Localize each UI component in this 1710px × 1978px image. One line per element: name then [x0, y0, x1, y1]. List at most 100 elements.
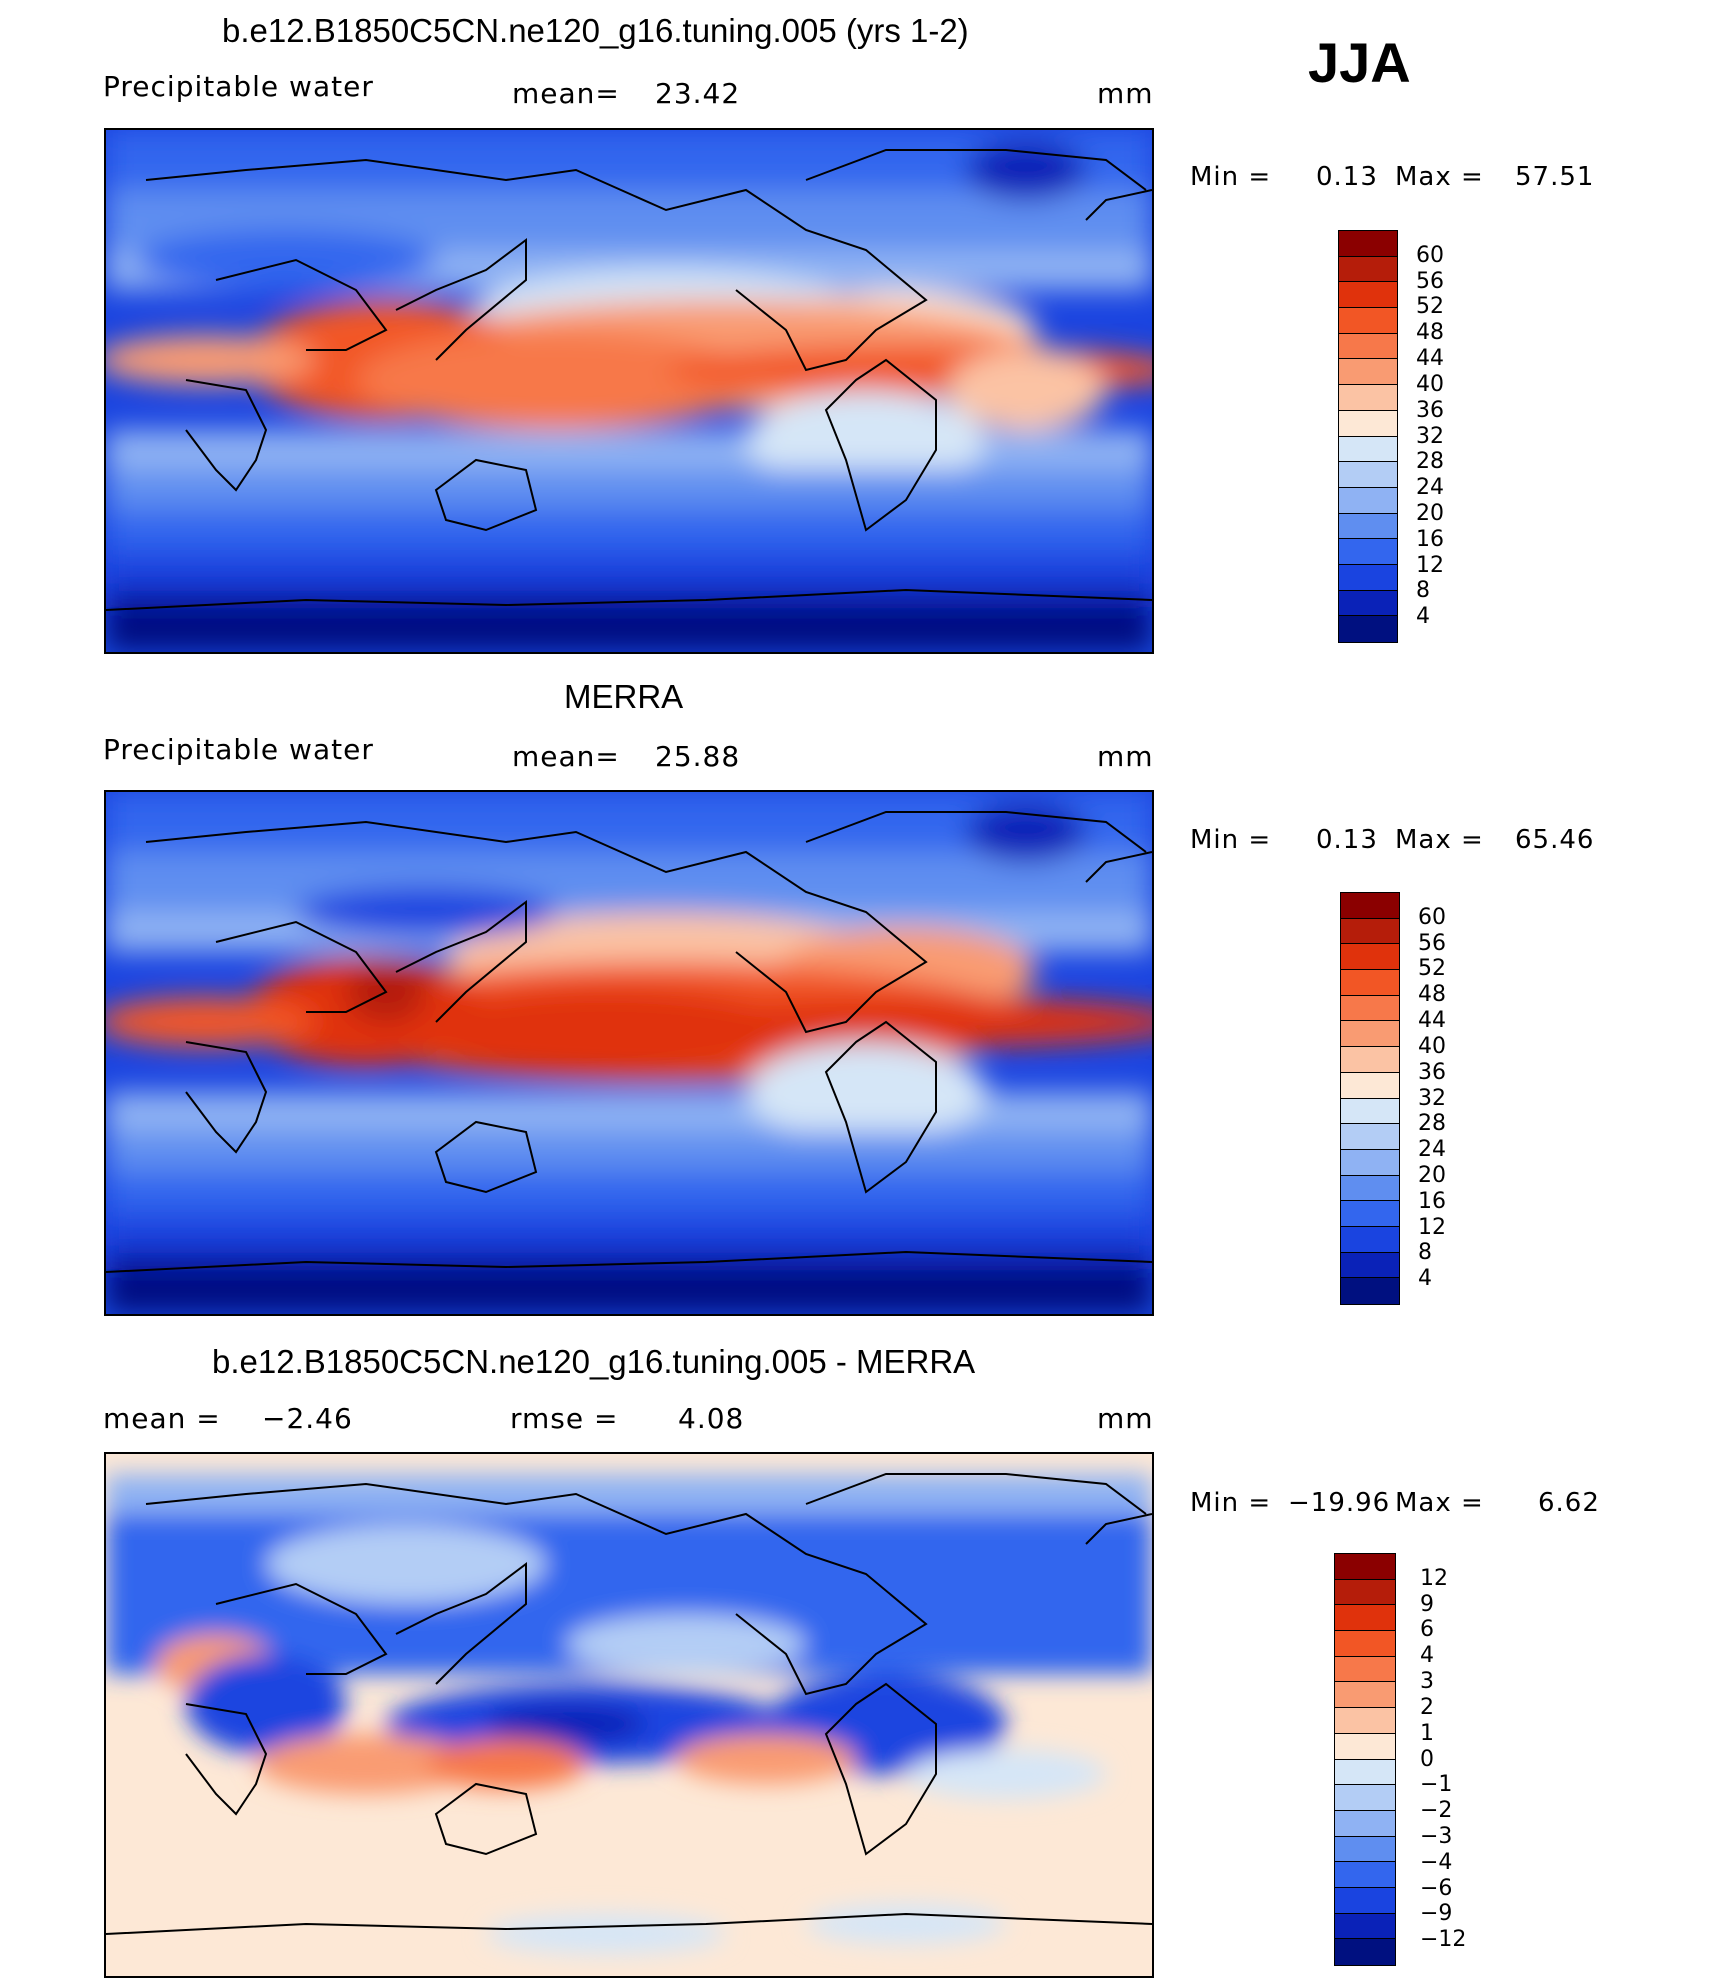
panel3-max-label: Max =	[1395, 1488, 1484, 1518]
colorbar-bin	[1341, 1201, 1399, 1227]
colorbar-tick-label: 16	[1418, 1188, 1446, 1214]
panel1-min-value: 0.13	[1316, 162, 1378, 192]
panel2-title: MERRA	[564, 678, 684, 715]
panel2-mean-value: 25.88	[655, 740, 741, 773]
panel2-coastlines	[106, 811, 1152, 1273]
colorbar-bin	[1341, 1226, 1399, 1253]
colorbar-tick-label: 52	[1416, 294, 1444, 320]
colorbar-bin	[1339, 410, 1397, 437]
panel1-map	[104, 128, 1154, 654]
panel1-mean-value: 23.42	[655, 77, 741, 110]
panel3-min-label: Min =	[1190, 1488, 1272, 1518]
colorbar-bin	[1339, 308, 1397, 334]
colorbar-bin	[1341, 1124, 1399, 1150]
colorbar-bin	[1339, 487, 1397, 514]
panel2-mean-label: mean=	[512, 740, 620, 773]
colorbar-tick-label: 48	[1416, 320, 1444, 346]
colorbar-bin	[1339, 590, 1397, 617]
colorbar-bin	[1335, 1810, 1395, 1837]
colorbar-bin	[1341, 1021, 1399, 1048]
panel3-mean-label: mean =	[103, 1402, 221, 1435]
panel3-rmse-label: rmse =	[510, 1402, 619, 1435]
colorbar-bin	[1339, 231, 1397, 257]
panel3-max-value: 6.62	[1538, 1488, 1600, 1518]
colorbar-tick-label: −9	[1420, 1901, 1453, 1927]
colorbar-bin	[1339, 359, 1397, 386]
panel1-max-value: 57.51	[1515, 162, 1595, 192]
colorbar-tick-label: 32	[1416, 423, 1444, 449]
colorbar-tick-label: 36	[1418, 1059, 1446, 1085]
colorbar-bin	[1335, 1785, 1395, 1811]
panel3-units: mm	[1097, 1402, 1154, 1435]
colorbar-tick-label: 56	[1416, 268, 1444, 294]
colorbar-tick-label: 1	[1420, 1720, 1434, 1746]
colorbar-tick-label: 9	[1420, 1591, 1434, 1617]
colorbar-tick-label: 60	[1416, 242, 1444, 268]
colorbar-bin	[1335, 1759, 1395, 1786]
colorbar-bin	[1335, 1656, 1395, 1683]
panel2-min-label: Min =	[1190, 825, 1272, 855]
colorbar-tick-label: 60	[1418, 904, 1446, 930]
colorbar-bin	[1341, 1175, 1399, 1202]
colorbar-tick-label: 4	[1420, 1643, 1434, 1669]
colorbar-tick-label: 8	[1418, 1240, 1432, 1266]
colorbar-bin	[1339, 616, 1397, 642]
colorbar-tick-label: 2	[1420, 1694, 1434, 1720]
colorbar-tick-label: −2	[1420, 1798, 1453, 1824]
panel2-variable: Precipitable water	[103, 733, 374, 766]
colorbar-bin	[1339, 385, 1397, 411]
colorbar-bin	[1341, 1072, 1399, 1099]
panel1-max-label: Max =	[1395, 162, 1484, 192]
colorbar-bin	[1339, 256, 1397, 283]
colorbar-bin	[1341, 1098, 1399, 1125]
colorbar-bin	[1335, 1579, 1395, 1606]
colorbar-bin	[1335, 1682, 1395, 1709]
colorbar-tick-label: 4	[1416, 604, 1430, 630]
panel2-map	[104, 790, 1154, 1316]
colorbar-tick-label: 28	[1416, 449, 1444, 475]
colorbar-bin	[1335, 1554, 1395, 1580]
colorbar-tick-label: 0	[1420, 1746, 1434, 1772]
colorbar-bin	[1335, 1631, 1395, 1657]
colorbar-bin	[1341, 1252, 1399, 1279]
colorbar-tick-label: 12	[1416, 552, 1444, 578]
colorbar-tick-label: −6	[1420, 1875, 1453, 1901]
panel1-units: mm	[1097, 77, 1154, 110]
colorbar-bin	[1341, 893, 1399, 919]
colorbar-tick-label: 36	[1416, 397, 1444, 423]
colorbar-tick-label: 20	[1416, 500, 1444, 526]
panel3-map	[104, 1452, 1154, 1978]
panel1-coastlines	[106, 149, 1152, 611]
colorbar-tick-label: 6	[1420, 1617, 1434, 1643]
colorbar-bin	[1339, 436, 1397, 463]
panel3-min-value: −19.96	[1288, 1488, 1391, 1518]
panel3-field	[106, 1454, 1152, 1976]
colorbar-bin	[1335, 1939, 1395, 1965]
panel1-colorbar	[1338, 230, 1398, 643]
panel3-rmse-value: 4.08	[678, 1402, 745, 1435]
panel2-field	[106, 792, 1152, 1314]
colorbar-bin	[1339, 282, 1397, 309]
panel3-mean-value: −2.46	[262, 1402, 353, 1435]
colorbar-tick-label: 40	[1416, 371, 1444, 397]
colorbar-tick-label: 32	[1418, 1085, 1446, 1111]
colorbar-tick-label: 24	[1418, 1137, 1446, 1163]
colorbar-bin	[1335, 1708, 1395, 1734]
panel1-variable: Precipitable water	[103, 70, 374, 103]
colorbar-tick-label: 8	[1416, 578, 1430, 604]
colorbar-tick-label: 44	[1416, 346, 1444, 372]
colorbar-bin	[1341, 944, 1399, 971]
colorbar-bin	[1341, 1149, 1399, 1176]
colorbar-bin	[1341, 1278, 1399, 1304]
season-label: JJA	[1308, 31, 1411, 94]
panel3-title: b.e12.B1850C5CN.ne120_g16.tuning.005 - M…	[212, 1343, 976, 1380]
panel1-title: b.e12.B1850C5CN.ne120_g16.tuning.005 (yr…	[222, 12, 969, 49]
colorbar-bin	[1339, 564, 1397, 591]
colorbar-bin	[1339, 539, 1397, 565]
colorbar-bin	[1335, 1836, 1395, 1863]
colorbar-tick-label: 4	[1418, 1266, 1432, 1292]
colorbar-bin	[1335, 1733, 1395, 1760]
colorbar-tick-label: 28	[1418, 1111, 1446, 1137]
colorbar-tick-label: −12	[1420, 1927, 1467, 1953]
panel2-colorbar	[1340, 892, 1400, 1305]
